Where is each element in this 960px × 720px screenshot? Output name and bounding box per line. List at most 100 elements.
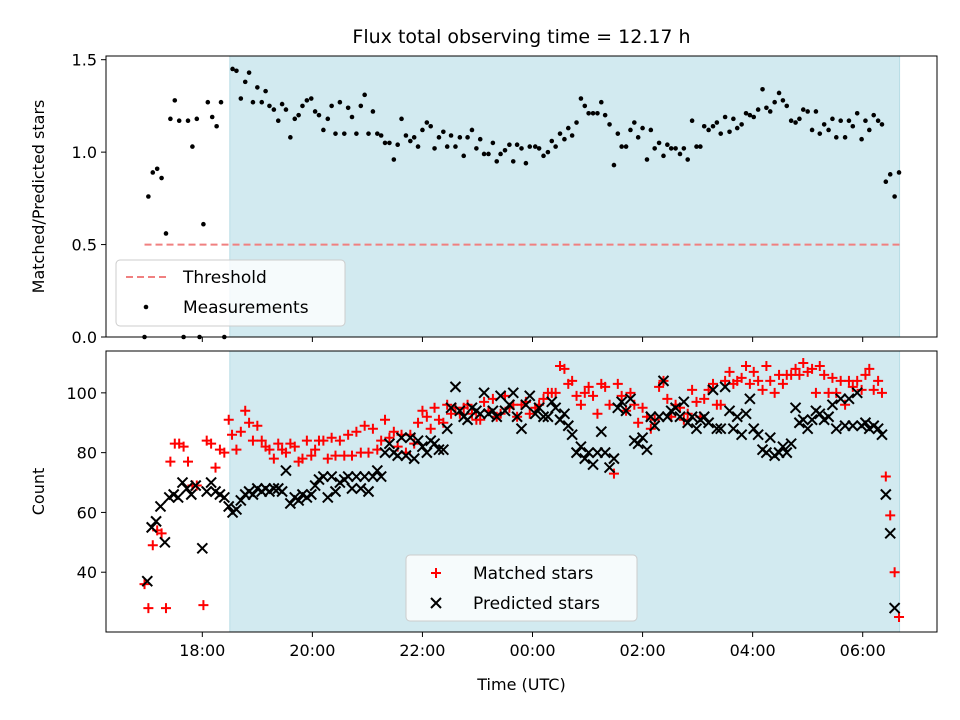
axes-frame: [105, 55, 938, 338]
matched-star-point: [761, 360, 772, 371]
matched-star-point: [724, 366, 735, 377]
measurement-point: [887, 172, 893, 177]
measurement-point: [308, 96, 314, 101]
predicted-star-point: [707, 384, 719, 396]
legend: Matched stars Predicted stars: [405, 554, 638, 622]
measurement-point: [569, 133, 575, 138]
matched-star-point: [417, 405, 428, 416]
predicted-star-point: [284, 497, 297, 510]
matched-star-point: [831, 387, 842, 398]
matched-star-point: [748, 366, 759, 377]
predicted-star-point: [612, 402, 624, 414]
matched-star-point: [301, 435, 312, 446]
predicted-star-point: [317, 470, 330, 483]
matched-star-point: [351, 426, 362, 437]
predicted-star-point: [575, 440, 587, 453]
predicted-star-point: [715, 423, 727, 435]
measurement-point: [250, 99, 256, 105]
matched-star-point: [475, 414, 486, 425]
predicted-star-point: [549, 402, 562, 414]
measurement-point: [734, 125, 740, 131]
measurement-point: [519, 146, 524, 151]
predicted-star-point: [727, 423, 740, 435]
measurement-point: [176, 118, 182, 124]
predicted-star-point: [247, 488, 259, 501]
matched-star-point: [860, 369, 871, 380]
predicted-star-point: [822, 411, 835, 423]
predicted-star-point: [723, 405, 736, 417]
predicted-star-point: [615, 396, 628, 408]
measurement-point: [481, 151, 487, 157]
measurement-point: [209, 114, 215, 120]
measurement-point: [772, 99, 777, 105]
predicted-star-point: [280, 464, 292, 477]
predicted-star-point: [859, 417, 872, 429]
predicted-star-point: [669, 402, 682, 414]
measurement-point: [661, 153, 666, 159]
measurement-point: [154, 166, 160, 172]
measurement-point: [842, 135, 848, 140]
measurement-point: [477, 136, 483, 142]
measurement-point: [648, 127, 654, 133]
matched-star-point: [147, 540, 158, 551]
predicted-star-point: [681, 417, 694, 429]
measurement-point: [698, 144, 703, 149]
measurement-point: [523, 160, 529, 166]
matched-star-point: [873, 375, 884, 386]
measurement-point: [867, 127, 872, 133]
measurement-point: [668, 146, 674, 151]
matched-star-point: [847, 381, 858, 392]
measurement-point: [218, 99, 224, 105]
series-predicted-stars: [141, 375, 901, 614]
predicted-star-point: [404, 431, 417, 444]
measurement-point: [574, 120, 579, 125]
measurement-point: [375, 131, 380, 136]
measurement-point: [432, 146, 437, 151]
predicted-star-point: [797, 414, 809, 426]
y-tick-label: 80: [77, 444, 97, 463]
measurement-point: [465, 135, 470, 140]
measurement-point: [387, 140, 392, 146]
measurement-point: [349, 114, 355, 120]
predicted-star-point: [350, 470, 363, 483]
measurement-point: [194, 116, 200, 122]
predicted-star-point: [661, 411, 674, 423]
predicted-star-point: [595, 426, 608, 438]
measurement-point: [362, 92, 367, 98]
measurement-point: [850, 123, 856, 129]
measurement-point: [701, 123, 707, 129]
matched-star-point: [559, 363, 570, 374]
matched-star-point: [343, 429, 354, 440]
matched-star-point: [654, 381, 665, 392]
legend-box: [115, 259, 346, 327]
predicted-star-point: [201, 485, 213, 498]
legend-threshold-label: Threshold: [182, 268, 267, 288]
measurement-point: [168, 116, 173, 122]
predicted-star-point: [579, 452, 591, 465]
measurement-point: [632, 120, 637, 125]
measurement-point: [813, 109, 819, 114]
measurement-point: [767, 109, 773, 114]
predicted-star-point: [884, 527, 896, 540]
measurement-point: [214, 123, 219, 129]
x-tick-label: 06:00: [840, 641, 886, 660]
predicted-star-point: [362, 485, 375, 498]
matched-star-point: [289, 441, 300, 452]
predicted-star-point: [620, 405, 632, 417]
predicted-star-point: [648, 420, 661, 432]
predicted-star-point: [847, 420, 859, 432]
measurement-point: [821, 122, 827, 127]
matched-star-point: [571, 390, 582, 401]
matched-star-point: [567, 375, 578, 386]
matched-star-point: [524, 408, 535, 419]
measurement-point: [242, 79, 248, 85]
measurement-point: [288, 135, 293, 140]
measurement-point: [541, 153, 546, 159]
measurement-point: [185, 118, 191, 124]
measurement-point: [498, 151, 503, 157]
x-tick-label: 02:00: [620, 641, 666, 660]
matched-star-point: [720, 375, 731, 386]
axes-frame: [105, 350, 938, 633]
measurement-point: [321, 127, 326, 133]
measurement-point: [883, 179, 889, 185]
